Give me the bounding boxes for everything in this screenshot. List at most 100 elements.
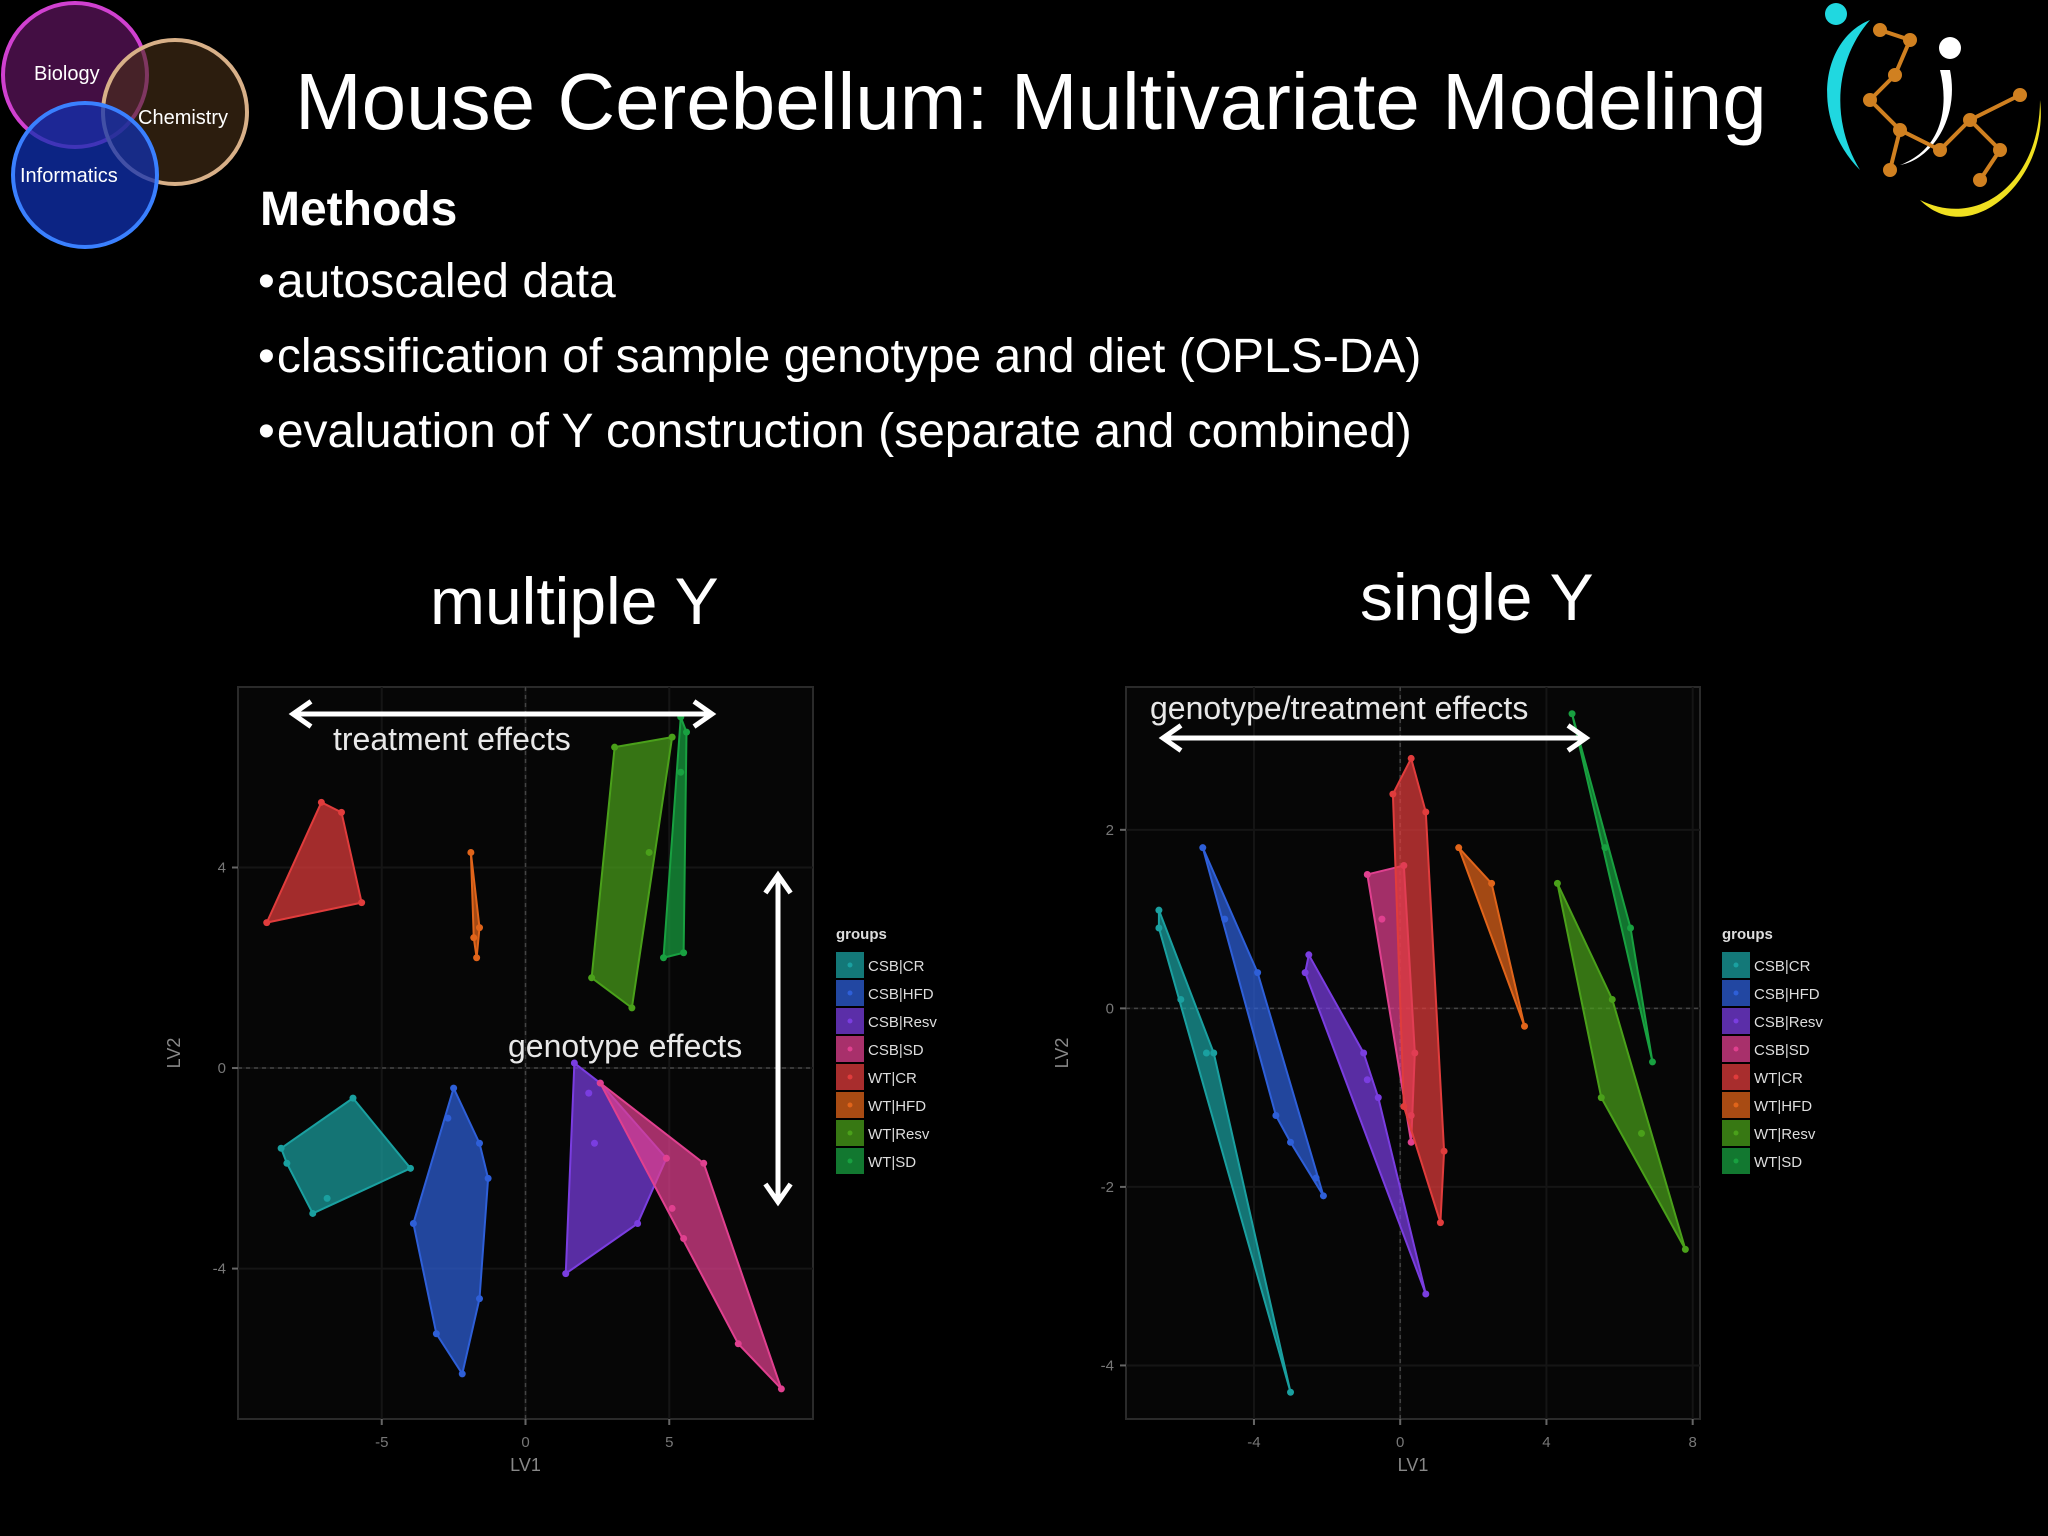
data-point [1407,1138,1415,1146]
data-point [680,1235,688,1243]
data-point [432,1330,440,1338]
data-point [1155,906,1163,914]
data-point [777,1385,785,1393]
data-point [660,954,667,962]
data-point [1301,969,1309,977]
group-wt-resv [588,733,676,1012]
data-point [1488,879,1496,887]
data-point [1601,844,1609,852]
x-tick-label: 0 [521,1434,529,1451]
group-hull [1201,846,1325,1197]
legend-title: groups [1722,926,1773,943]
data-point [591,1139,598,1147]
data-point [263,919,271,927]
data-point [596,1079,604,1087]
plot-title-single-y: single Y [1360,560,1594,634]
annotation-label: treatment effects [333,721,571,757]
data-point [1627,924,1635,932]
data-point [611,743,619,751]
legend-title: groups [836,926,887,943]
legend-dot [847,1074,853,1080]
legend: groups CSB|CR CSB|HFD CSB|Resv CSB|SD WT|CR WT… [1722,926,1823,1174]
data-point [585,1089,593,1097]
legend-entry: CSB|SD [1754,1042,1810,1059]
legend-dot [1733,1158,1739,1164]
data-point [1312,1174,1320,1182]
informatics-circle [11,101,159,249]
data-point [1374,1094,1382,1102]
data-point [562,1270,570,1278]
plot-title-multiple-y: multiple Y [430,564,719,638]
y-tick-label: -4 [213,1261,226,1278]
data-point [277,1144,285,1152]
data-point [1363,870,1371,878]
legend-dot [1733,990,1739,996]
legend-dot [847,1130,853,1136]
data-point [444,1114,452,1122]
data-point [1254,969,1262,977]
data-point [1638,1129,1646,1137]
data-point [338,808,345,816]
data-point [1440,1147,1448,1155]
x-tick-label: 5 [665,1434,673,1451]
data-point [1389,790,1397,798]
data-point [1221,915,1229,923]
y-tick-label: 0 [218,1060,226,1077]
genotype-treatment-effects-arrow-head [1566,723,1591,753]
venn-label-informatics: Informatics [20,165,118,187]
legend-dot [1733,962,1739,968]
group-hull [412,1087,490,1375]
data-point [1681,1245,1689,1253]
legend-entry: CSB|Resv [868,1014,937,1031]
logo-white-swoosh [1900,70,1952,165]
data-point [662,1154,670,1162]
logo-molecule-icon [1863,23,2027,187]
legend-dot [847,1102,853,1108]
bullet-item: autoscaled data [258,258,1421,306]
legend-entry: WT|SD [868,1154,916,1171]
data-point [458,1370,466,1378]
data-point [570,1059,578,1067]
data-point [407,1164,414,1172]
methods-bullet-list: autoscaled data classification of sample… [258,258,1422,483]
genotype-effects-arrow-head [763,1182,793,1207]
legend-entry: CSB|CR [868,958,925,975]
data-point [1422,808,1430,816]
data-point [1360,1049,1368,1057]
bullet-item: classification of sample genotype and di… [258,333,1422,381]
x-axis-label: LV1 [510,1455,541,1475]
slide-title: Mouse Cerebellum: Multivariate Modeling [295,57,1767,146]
data-point [1305,951,1313,959]
data-point [484,1174,492,1182]
legend-entry: CSB|HFD [1754,986,1820,1003]
data-point [1272,1111,1280,1119]
legend-entry: WT|HFD [868,1098,926,1115]
genotype-effects-arrow [763,870,793,1207]
treatment-effects-arrow-head [288,699,313,729]
group-wt-hfd [467,848,483,962]
data-point [668,1204,676,1212]
gridlines [238,687,813,1419]
y-axis-label: LV2 [1052,1038,1072,1069]
data-point [1455,844,1463,852]
y-tick-label: -2 [1101,1179,1114,1196]
data-point [1436,1219,1444,1227]
data-point [476,1139,483,1147]
data-point [1363,1076,1371,1084]
data-point [470,934,478,942]
genotype-treatment-effects-arrow [1158,723,1591,753]
data-point [1597,1094,1605,1102]
data-point [450,1084,458,1092]
group-csb-resv [1301,951,1430,1298]
data-point [1155,924,1163,932]
data-point [1422,1290,1430,1298]
data-point [1319,1192,1327,1200]
data-point [317,798,325,806]
logo-cyan-crescent [1827,20,1870,170]
data-point [668,733,676,741]
data-point [1400,1103,1408,1111]
x-tick-label: 8 [1689,1434,1697,1451]
legend-entry: WT|CR [1754,1070,1803,1087]
data-point [683,728,690,736]
